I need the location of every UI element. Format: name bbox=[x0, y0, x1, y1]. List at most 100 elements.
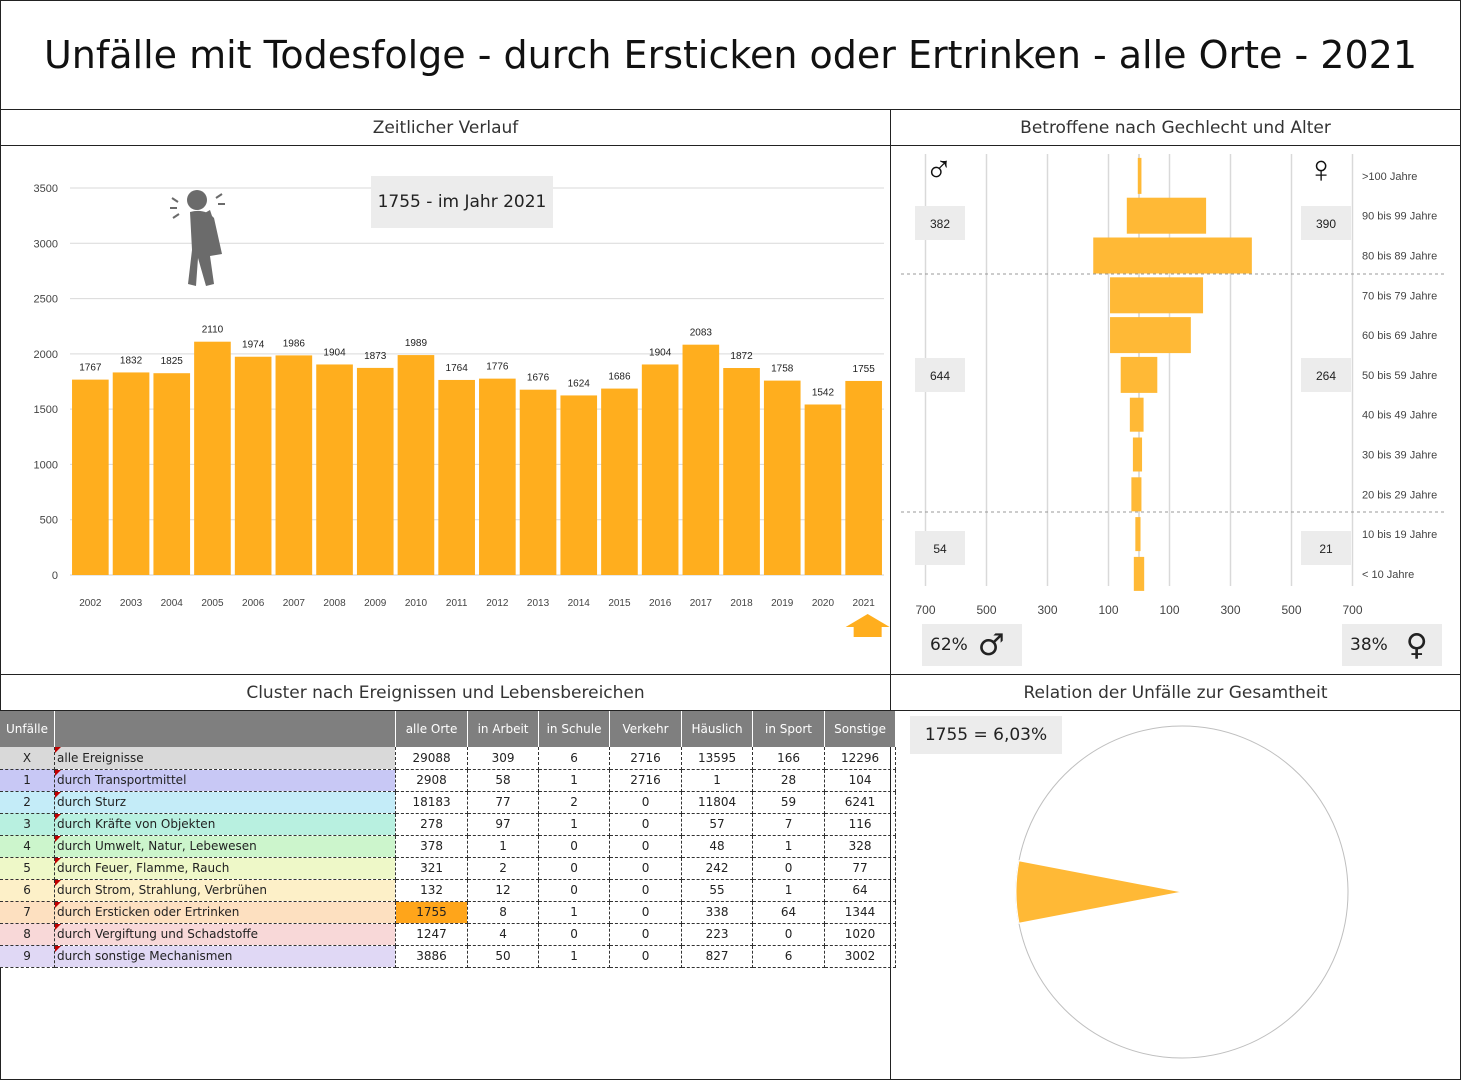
table-cell: 0 bbox=[609, 791, 683, 814]
table-cell: 1 bbox=[681, 769, 754, 792]
x-tick-label: 2003 bbox=[120, 598, 143, 609]
table-cell: 1247 bbox=[395, 923, 469, 946]
person-distress-lines bbox=[170, 193, 225, 219]
table-cell: 116 bbox=[824, 813, 897, 836]
age-group-label: 20 bis 29 Jahre bbox=[1362, 489, 1437, 501]
column-header: Verkehr bbox=[609, 711, 683, 747]
bar-value-label: 1676 bbox=[527, 373, 550, 384]
person-head bbox=[187, 190, 207, 210]
pyramid-x-tick-label: 300 bbox=[1037, 603, 1057, 617]
x-tick-label: 2014 bbox=[568, 598, 591, 609]
bar-value-label: 1986 bbox=[283, 338, 306, 349]
pyramid-x-tick-label: 500 bbox=[976, 603, 996, 617]
bar-2021 bbox=[845, 380, 882, 575]
table-cell: 0 bbox=[609, 857, 683, 880]
column-header: Sonstige bbox=[824, 711, 897, 747]
table-cell: 18183 bbox=[395, 791, 469, 814]
table-cell: 0 bbox=[609, 923, 683, 946]
pyramid-bar bbox=[1132, 437, 1143, 472]
table-row: 6 durch Strom, Strahlung, Verbrühen 132 12 0… bbox=[0, 879, 897, 902]
male-icon: ♂ bbox=[977, 627, 1005, 663]
table-cell: 8 bbox=[467, 901, 540, 924]
row-label: durch Umwelt, Natur, Lebewesen bbox=[54, 835, 397, 858]
female-icon: ♀ bbox=[1405, 627, 1428, 663]
table-row: 1 durch Transportmittel 2908 58 1 2716 1 28 104 bbox=[0, 769, 897, 792]
bar-2017 bbox=[682, 344, 720, 575]
row-id: 3 bbox=[0, 813, 56, 836]
table-cell: 1 bbox=[538, 813, 611, 836]
bar-2015 bbox=[601, 388, 638, 575]
table-cell: 0 bbox=[609, 813, 683, 836]
female-group-value: 390 bbox=[1316, 217, 1336, 231]
bar-value-label: 1832 bbox=[120, 355, 143, 366]
bar-2007 bbox=[275, 355, 313, 575]
table-cell: 132 bbox=[395, 879, 469, 902]
age-group-label: 40 bis 49 Jahre bbox=[1362, 410, 1437, 422]
age-group-label: 80 bis 89 Jahre bbox=[1362, 251, 1437, 263]
table-row: 8 durch Vergiftung und Schadstoffe 1247 4 0 0… bbox=[0, 923, 897, 946]
pyramid-x-tick-label: 100 bbox=[1159, 603, 1179, 617]
cluster-header-row: Unfälle alle Orte in Arbeit in Schule Verkeh… bbox=[0, 711, 897, 747]
pyramid-bar bbox=[1131, 477, 1142, 512]
bar-2018 bbox=[723, 368, 760, 575]
page-title: Unfälle mit Todesfolge - durch Ersticken… bbox=[0, 0, 1461, 110]
comment-marker-icon bbox=[55, 813, 62, 820]
bar-value-label: 1873 bbox=[364, 351, 387, 362]
comment-marker-icon bbox=[55, 769, 62, 776]
age-group-label: 90 bis 99 Jahre bbox=[1362, 211, 1437, 223]
row-label: durch Strom, Strahlung, Verbrühen bbox=[54, 879, 397, 902]
bar-2005 bbox=[194, 341, 231, 575]
bar-value-label: 1764 bbox=[446, 363, 469, 374]
person-body bbox=[188, 210, 222, 286]
y-tick-label: 1500 bbox=[34, 404, 58, 416]
table-cell: 0 bbox=[538, 879, 611, 902]
person-choking-icon bbox=[170, 190, 225, 286]
x-tick-label: 2021 bbox=[853, 598, 876, 609]
x-tick-label: 2007 bbox=[283, 598, 306, 609]
row-label: durch Sturz bbox=[54, 791, 397, 814]
male-group-value: 382 bbox=[930, 217, 950, 231]
female-pct: 38% bbox=[1350, 635, 1388, 655]
comment-marker-icon bbox=[55, 747, 62, 753]
column-header: in Schule bbox=[538, 711, 611, 747]
table-cell: 0 bbox=[538, 835, 611, 858]
comment-marker-icon bbox=[55, 835, 62, 842]
bar-value-label: 1624 bbox=[568, 378, 591, 389]
table-cell: 328 bbox=[824, 835, 897, 858]
bar-value-label: 1989 bbox=[405, 338, 428, 349]
y-tick-label: 3000 bbox=[34, 238, 58, 250]
y-tick-label: 0 bbox=[52, 570, 58, 582]
table-cell: 0 bbox=[609, 945, 683, 968]
bar-value-label: 1755 bbox=[853, 364, 876, 375]
table-cell: 48 bbox=[681, 835, 754, 858]
table-cell: 1 bbox=[752, 835, 826, 858]
table-cell: 1755 bbox=[395, 901, 469, 924]
comment-marker-icon bbox=[55, 901, 62, 908]
pyramid-bar bbox=[1110, 317, 1191, 354]
table-cell: 0 bbox=[609, 901, 683, 924]
x-tick-label: 2011 bbox=[446, 598, 468, 609]
bar-value-label: 1767 bbox=[79, 363, 102, 374]
timeline-title: Zeitlicher Verlauf bbox=[0, 110, 891, 146]
bar-2009 bbox=[356, 367, 394, 575]
table-cell: 64 bbox=[752, 901, 826, 924]
table-cell: 2908 bbox=[395, 769, 469, 792]
female-group-box bbox=[1301, 358, 1351, 392]
row-label: durch Feuer, Flamme, Rauch bbox=[54, 857, 397, 880]
female-group-box bbox=[1301, 206, 1351, 240]
table-cell: 11804 bbox=[681, 791, 754, 814]
table-cell: 6 bbox=[538, 747, 611, 770]
row-id: 9 bbox=[0, 945, 56, 968]
column-header: alle Orte bbox=[395, 711, 469, 747]
row-id: X bbox=[0, 747, 56, 770]
male-group-box bbox=[915, 358, 965, 392]
column-header: in Sport bbox=[752, 711, 826, 747]
x-tick-label: 2012 bbox=[486, 598, 509, 609]
table-cell: 321 bbox=[395, 857, 469, 880]
x-tick-label: 2004 bbox=[161, 598, 184, 609]
table-cell: 12 bbox=[467, 879, 540, 902]
comment-marker-icon bbox=[55, 857, 62, 864]
bar-value-label: 1686 bbox=[608, 372, 631, 383]
cluster-title: Cluster nach Ereignissen und Lebensberei… bbox=[0, 675, 891, 711]
table-row: 7 durch Ersticken oder Ertrinken 1755 8 1 0 33… bbox=[0, 901, 897, 924]
